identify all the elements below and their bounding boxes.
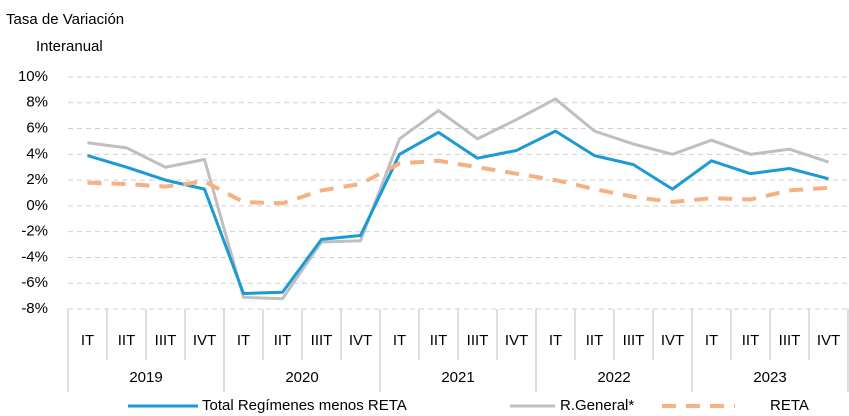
- y-axis-label: Tasa de Variación: [6, 11, 124, 28]
- x-tick-label: IIT: [430, 332, 448, 349]
- x-tick-label: IIT: [274, 332, 292, 349]
- x-tick-label: IVT: [817, 332, 840, 349]
- x-tick-label: IT: [81, 332, 94, 349]
- legend-label: R.General*: [560, 397, 634, 414]
- x-group-label: 2020: [285, 369, 318, 386]
- y-tick-label: -4%: [21, 248, 48, 265]
- x-tick-label: IVT: [349, 332, 372, 349]
- x-tick-label: IT: [549, 332, 562, 349]
- y-tick-label: 8%: [26, 94, 48, 111]
- x-tick-label: IIT: [586, 332, 604, 349]
- x-tick-label: IIT: [742, 332, 760, 349]
- series-line: [87, 158, 829, 206]
- y-tick-label: -2%: [21, 223, 48, 240]
- x-tick-label: IIIT: [779, 332, 801, 349]
- y-tick-label: -8%: [21, 300, 48, 317]
- x-tick-label: IVT: [193, 332, 216, 349]
- y-tick-label: 6%: [26, 120, 48, 137]
- x-group-label: 2023: [753, 369, 786, 386]
- y-tick-label: 10%: [18, 68, 48, 85]
- y-tick-label: 4%: [26, 145, 48, 162]
- x-tick-label: IT: [393, 332, 406, 349]
- series-line: [87, 97, 829, 301]
- y-axis-label: Interanual: [36, 38, 103, 55]
- x-group-label: 2019: [129, 369, 162, 386]
- y-tick-label: 2%: [26, 171, 48, 188]
- x-tick-label: IIIT: [623, 332, 645, 349]
- series-line: [87, 129, 829, 296]
- x-tick-label: IVT: [505, 332, 528, 349]
- x-tick-label: IIT: [118, 332, 136, 349]
- x-tick-label: IIIT: [467, 332, 489, 349]
- x-tick-label: IT: [705, 332, 718, 349]
- x-tick-label: IT: [237, 332, 250, 349]
- x-group-label: 2021: [441, 369, 474, 386]
- y-tick-label: -6%: [21, 274, 48, 291]
- x-tick-label: IVT: [661, 332, 684, 349]
- x-tick-label: IIIT: [155, 332, 177, 349]
- y-tick-label: 0%: [26, 197, 48, 214]
- legend-label: Total Regímenes menos RETA: [202, 397, 407, 414]
- x-tick-label: IIIT: [311, 332, 333, 349]
- x-group-label: 2022: [597, 369, 630, 386]
- legend-label: RETA: [770, 397, 809, 414]
